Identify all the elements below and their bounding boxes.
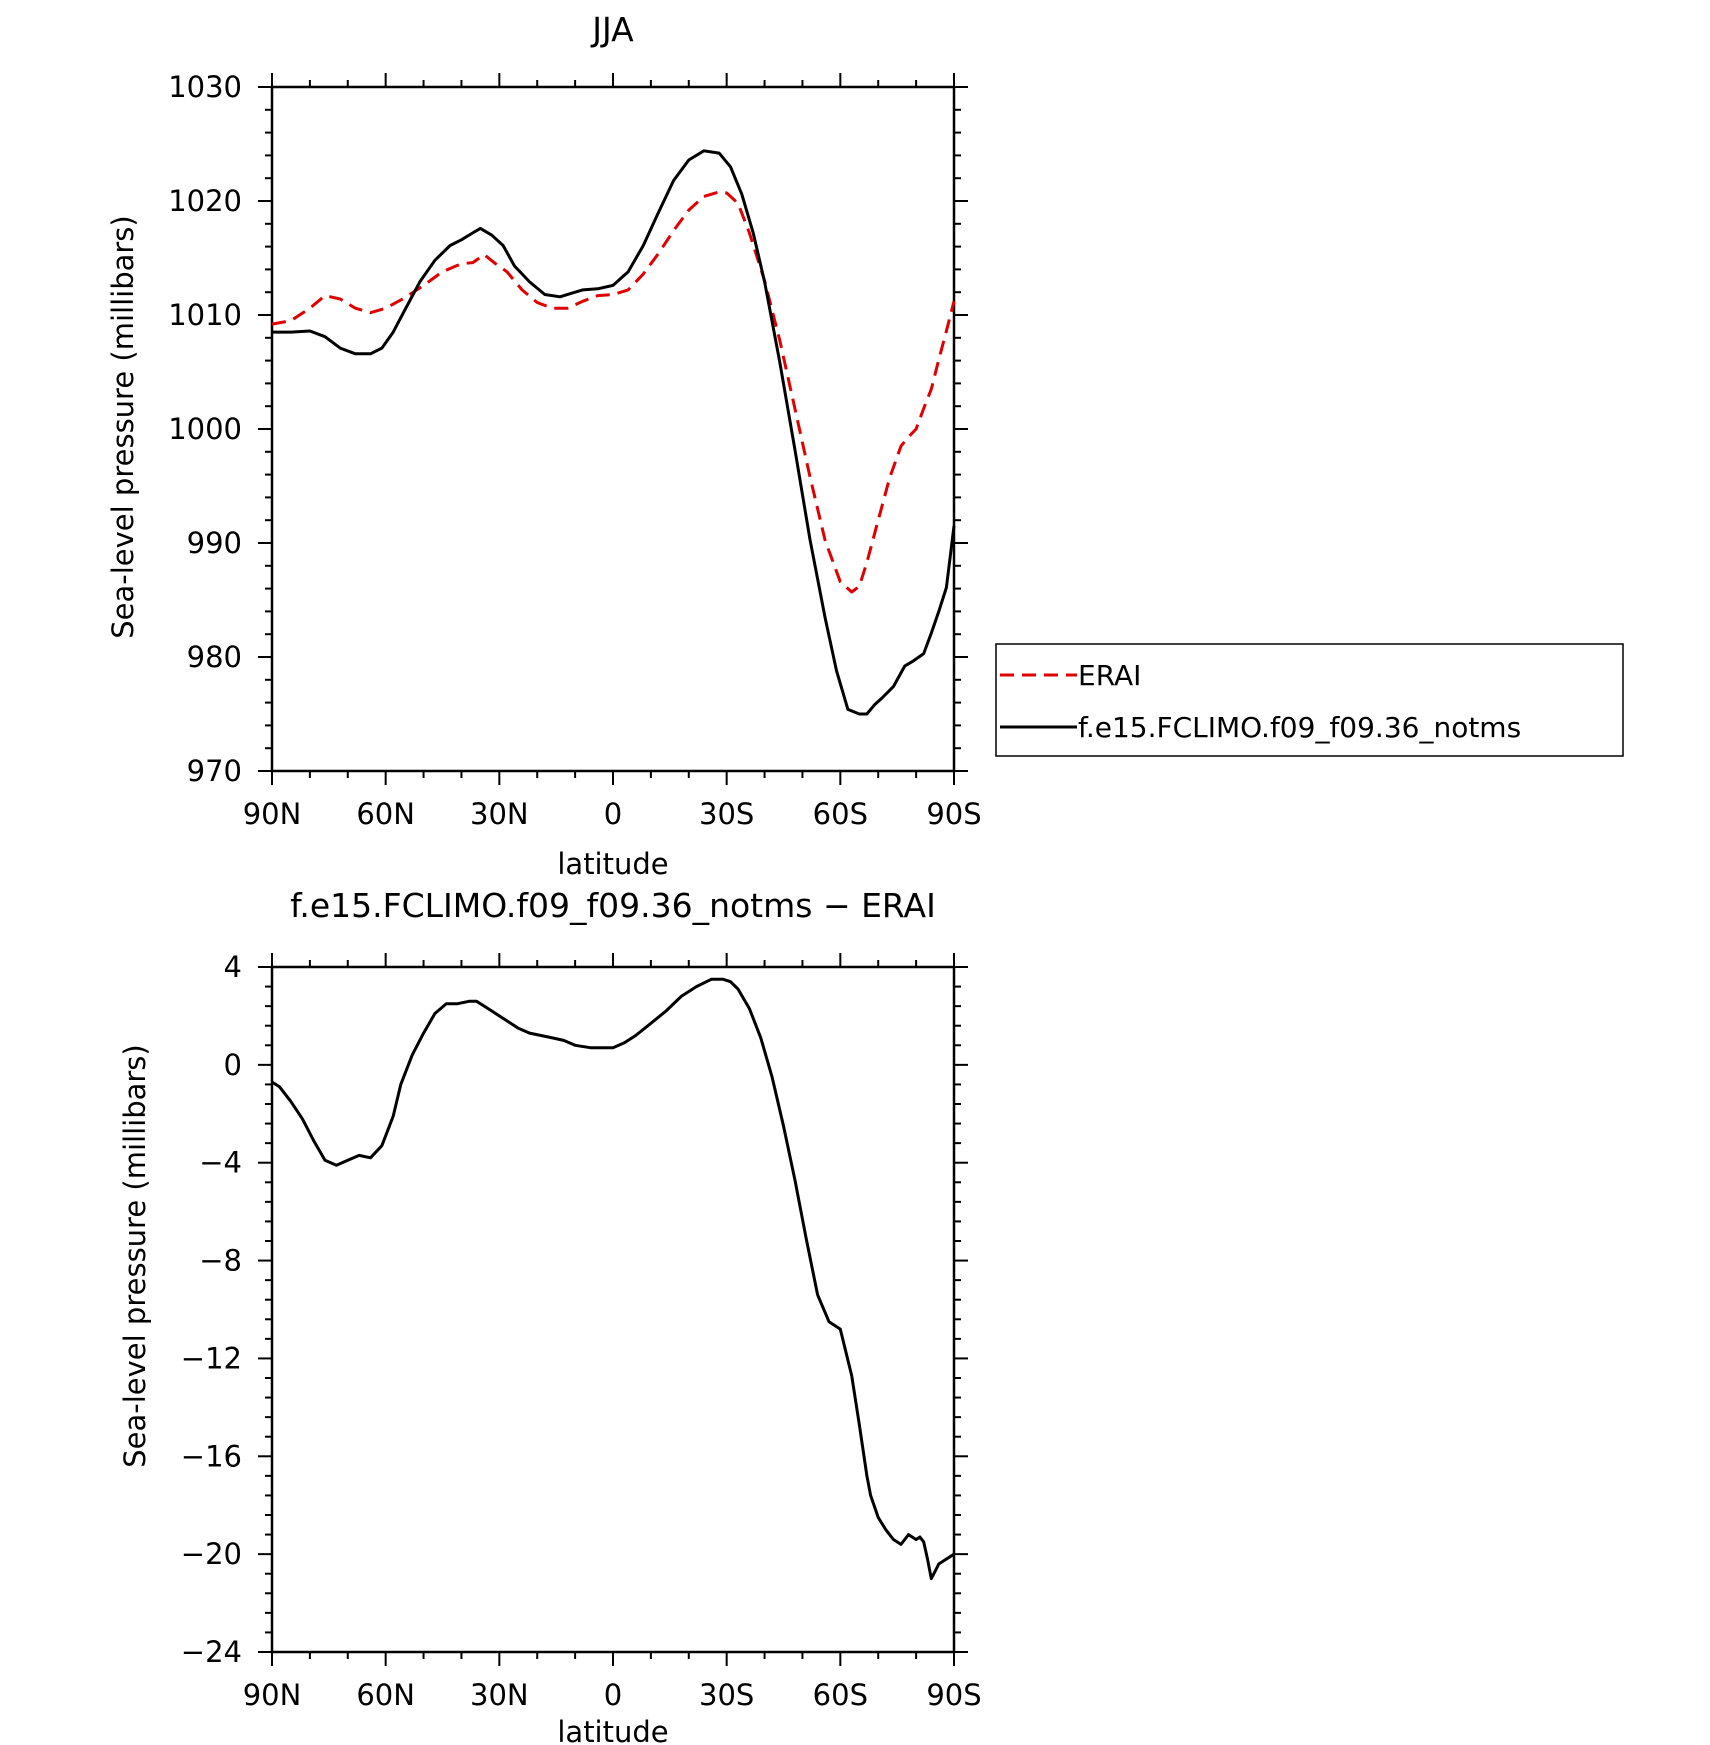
x-tick-label: 90S	[926, 1678, 981, 1712]
bottom-panel-y-axis-title: Sea-level pressure (millibars)	[118, 1044, 152, 1467]
x-tick-label: 60N	[356, 1678, 415, 1712]
y-tick-label: 1020	[168, 184, 242, 218]
series-line-0-1	[272, 149, 956, 716]
bottom-panel-title: f.e15.FCLIMO.f09_f09.36_notms − ERAI	[290, 886, 936, 925]
x-tick-label: 60S	[813, 797, 868, 831]
legend-label-erai: ERAI	[1078, 659, 1141, 692]
top-panel-jja: JJA 90N 60N 30N 0 30S 60S 90S 970 980 990 1000 1010…	[106, 10, 982, 881]
series-line-0-0	[271, 190, 956, 594]
top-panel-axes: 90N 60N 30N 0 30S 60S 90S 970 980 990 1000 1010 1020…	[168, 70, 981, 831]
y-tick-label: 970	[187, 754, 242, 788]
top-panel-x-axis-title: latitude	[557, 847, 668, 881]
x-tick-label: 90N	[243, 1678, 302, 1712]
plot-frame	[270, 965, 956, 1654]
y-tick-label: −4	[199, 1146, 242, 1180]
y-tick-label: −12	[181, 1341, 242, 1375]
legend-label-model: f.e15.FCLIMO.f09_f09.36_notms	[1078, 711, 1521, 744]
plot-frame	[270, 85, 956, 773]
top-panel-series	[271, 149, 956, 716]
x-tick-label: 30N	[470, 797, 529, 831]
x-tick-label: 90N	[243, 797, 302, 831]
legend-box	[995, 643, 1624, 757]
x-tick-label: 90S	[926, 797, 981, 831]
bottom-panel-difference: f.e15.FCLIMO.f09_f09.36_notms − ERAI 90N…	[118, 886, 982, 1745]
y-tick-label: −8	[199, 1244, 242, 1278]
x-tick-label: 0	[604, 797, 622, 831]
bottom-panel-series	[271, 977, 955, 1581]
bottom-panel-axes: 90N 60N 30N 0 30S 60S 90S −24 −20 −16 −12 −8 −4 0 4	[181, 950, 982, 1712]
y-tick-label: 990	[187, 526, 242, 560]
top-panel-legend: ERAI f.e15.FCLIMO.f09_f09.36_notms	[995, 643, 1624, 757]
series-line-1-0	[271, 977, 955, 1581]
y-tick-label: 4	[224, 950, 242, 984]
y-tick-label: −24	[181, 1635, 242, 1669]
bottom-panel-x-axis-title: latitude	[557, 1715, 668, 1745]
x-tick-label: 30N	[470, 1678, 529, 1712]
y-tick-label: 0	[224, 1048, 242, 1082]
y-tick-label: −16	[181, 1439, 242, 1473]
y-tick-label: 980	[187, 640, 242, 674]
y-tick-label: 1030	[168, 70, 242, 104]
x-tick-label: 30S	[699, 797, 754, 831]
x-tick-label: 30S	[699, 1678, 754, 1712]
top-panel-y-axis-title: Sea-level pressure (millibars)	[106, 215, 140, 638]
x-tick-label: 60S	[813, 1678, 868, 1712]
y-tick-label: 1010	[168, 298, 242, 332]
y-tick-label: 1000	[168, 412, 242, 446]
x-tick-label: 0	[604, 1678, 622, 1712]
y-tick-label: −20	[181, 1537, 242, 1571]
x-tick-label: 60N	[356, 797, 415, 831]
top-panel-title: JJA	[590, 10, 634, 49]
